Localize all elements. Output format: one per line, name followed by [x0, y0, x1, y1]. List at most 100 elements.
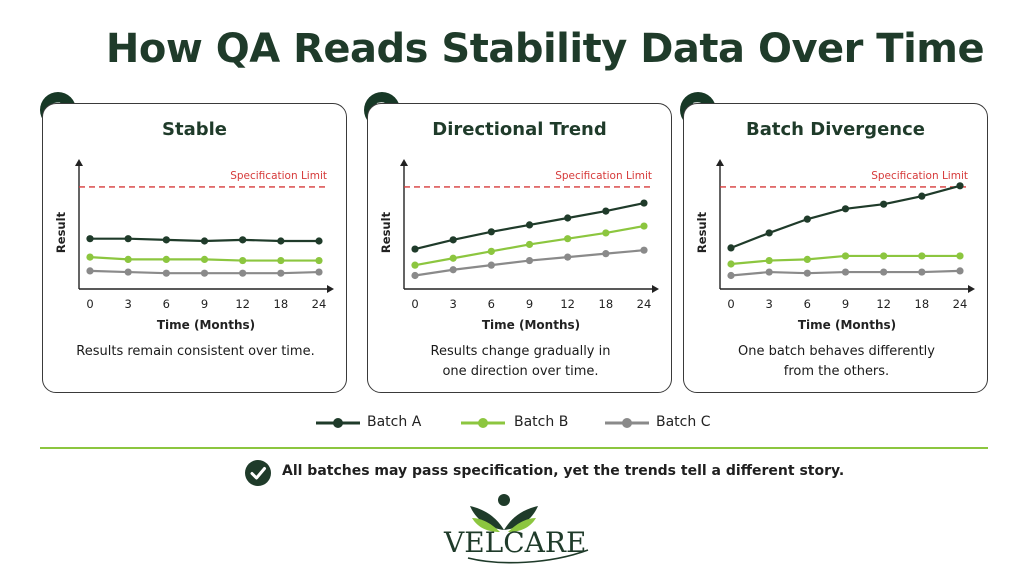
data-point — [956, 267, 964, 275]
x-tick-label: 24 — [953, 297, 968, 311]
data-point — [411, 271, 419, 280]
chart-panel-directional-trend: Directional Trend Specification Limit Res… — [367, 103, 672, 393]
x-tick-label: 12 — [235, 297, 250, 311]
data-point — [803, 269, 811, 277]
data-point — [956, 182, 964, 190]
data-point — [841, 268, 850, 276]
x-tick-label: 9 — [201, 297, 208, 311]
x-tick-label: 18 — [599, 297, 614, 311]
specification-limit-label: Specification Limit — [871, 170, 968, 182]
x-axis-arrow-icon — [968, 285, 975, 293]
data-point — [162, 236, 170, 244]
data-point — [277, 269, 285, 277]
data-point — [956, 252, 964, 260]
data-point — [564, 235, 572, 243]
y-axis-arrow-icon — [400, 159, 408, 166]
data-point — [727, 271, 735, 280]
data-point — [277, 237, 285, 245]
footnote: All batches may pass specification, yet … — [282, 463, 845, 479]
data-point — [315, 268, 323, 276]
velcare-logo: VELCARE — [440, 490, 595, 570]
legend-label: Batch C — [656, 414, 711, 430]
panel-title: Directional Trend — [432, 119, 607, 140]
data-point — [487, 228, 495, 236]
data-point — [765, 268, 773, 276]
data-point — [449, 254, 457, 262]
data-point — [411, 261, 419, 269]
data-point — [162, 255, 170, 263]
panel-caption: Results change gradually in one directio… — [378, 342, 663, 382]
data-point — [277, 256, 285, 265]
leaf-person-icon — [467, 494, 589, 564]
legend-label: Batch A — [367, 414, 422, 430]
data-point — [803, 215, 811, 223]
data-point — [564, 214, 572, 222]
x-tick-label: 12 — [876, 297, 891, 311]
caption-line-2: from the others. — [783, 364, 890, 379]
data-point — [880, 200, 888, 208]
data-point — [918, 252, 926, 260]
chart-panel-stable: Stable Specification Limit Result 0 3 6 9 12 18… — [42, 103, 347, 393]
data-point — [200, 255, 209, 263]
data-point — [124, 268, 132, 276]
x-tick-label: 3 — [125, 297, 132, 311]
data-point — [803, 255, 811, 263]
data-point — [86, 235, 94, 243]
panel-title: Batch Divergence — [746, 119, 925, 140]
data-point — [727, 260, 735, 268]
x-tick-label: 0 — [727, 297, 734, 311]
data-point — [200, 269, 209, 277]
data-point — [124, 235, 132, 243]
data-point — [200, 237, 209, 245]
x-tick-label: 24 — [312, 297, 327, 311]
legend-swatch-icon — [316, 418, 360, 428]
line-chart-batch-divergence: Specification Limit Result 0 3 6 9 12 18 24 Time … — [695, 159, 975, 332]
x-axis-arrow-icon — [327, 285, 334, 293]
data-point — [449, 266, 457, 274]
chart-panel-batch-divergence: Batch Divergence Specification Limit Resu… — [683, 103, 988, 393]
panel-caption: Results remain consistent over time. — [53, 342, 338, 362]
data-point — [315, 256, 323, 265]
x-tick-label: 9 — [842, 297, 849, 311]
data-point — [487, 261, 495, 269]
x-tick-label: 18 — [915, 297, 930, 311]
data-point — [727, 244, 735, 252]
data-point — [124, 255, 132, 263]
data-point — [841, 252, 850, 260]
data-point — [411, 245, 419, 253]
x-tick-label: 6 — [163, 297, 170, 311]
data-point — [239, 269, 247, 277]
divider — [40, 447, 988, 449]
x-axis-label: Time (Months) — [482, 318, 580, 332]
specification-limit-label: Specification Limit — [230, 170, 327, 182]
data-point — [880, 252, 888, 260]
data-point — [525, 256, 534, 265]
data-point — [602, 229, 610, 237]
x-axis-label: Time (Months) — [798, 318, 896, 332]
data-point — [602, 250, 610, 258]
legend-swatch-icon — [461, 418, 505, 428]
x-tick-label: 6 — [804, 297, 811, 311]
line-chart-directional-trend: Specification Limit Result 0 3 6 9 12 18 24 Time … — [379, 159, 659, 332]
legend-label: Batch B — [514, 414, 569, 430]
data-point — [449, 236, 457, 244]
y-axis-label: Result — [379, 211, 393, 253]
data-point — [918, 268, 926, 276]
data-point — [315, 237, 323, 245]
data-point — [86, 267, 94, 275]
x-tick-label: 12 — [560, 297, 575, 311]
x-tick-label: 6 — [488, 297, 495, 311]
y-axis-label: Result — [54, 211, 68, 253]
data-point — [525, 221, 534, 229]
data-point — [86, 253, 94, 261]
data-point — [162, 269, 170, 277]
caption-line-1: Results change gradually in — [430, 344, 611, 359]
data-point — [525, 240, 534, 249]
legend: Batch A Batch B Batch C — [0, 412, 1024, 434]
data-point — [918, 192, 926, 200]
check-circle-icon — [245, 460, 271, 486]
data-point — [765, 256, 773, 265]
caption-line-2: one direction over time. — [442, 364, 599, 379]
caption-line-1: One batch behaves differently — [737, 344, 935, 359]
series-line-batch-a — [730, 184, 961, 249]
